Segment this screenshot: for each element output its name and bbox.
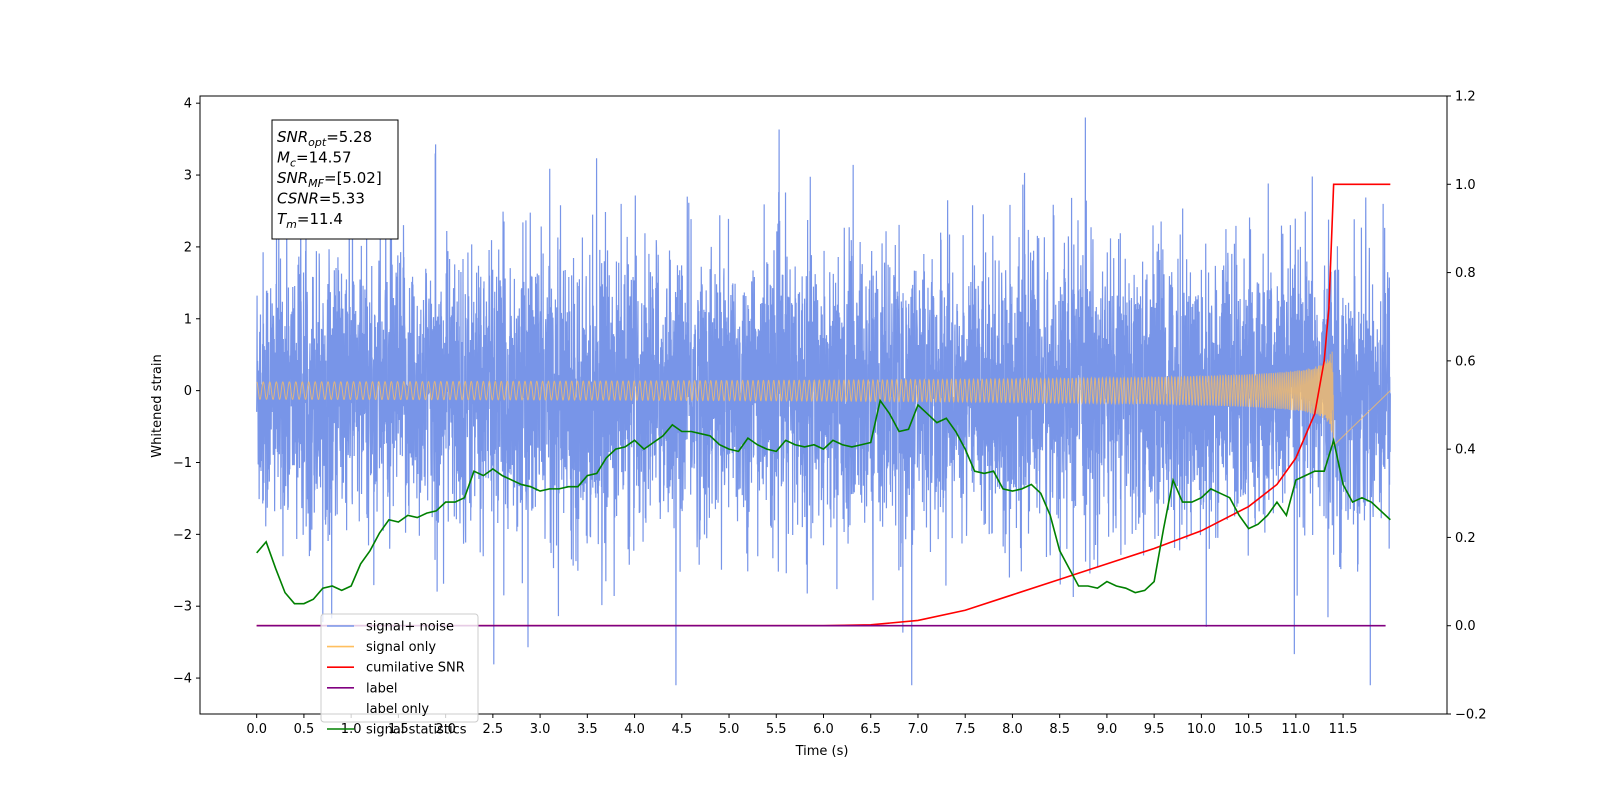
x-tick-label-22: 11.0	[1281, 722, 1310, 737]
x-tick-label-16: 8.0	[1002, 722, 1023, 737]
y-left-tick-label-1: 3	[184, 169, 192, 184]
info-box: SNRopt=5.28Mc=14.57SNRMF=[5.02]CSNR=5.33…	[271, 119, 399, 240]
x-tick-label-8: 4.0	[624, 722, 645, 737]
info-line-0: SNRopt=5.28	[277, 128, 372, 149]
x-tick-label-13: 6.5	[860, 722, 881, 737]
info-line-4: Tm=11.4	[277, 210, 343, 231]
y-right-tick-label-6: 0.0	[1455, 619, 1476, 634]
info-box-frame	[271, 119, 399, 240]
x-tick-label-21: 10.5	[1234, 722, 1263, 737]
y-right-tick-label-0: 1.2	[1455, 90, 1476, 105]
x-tick-label-19: 9.5	[1144, 722, 1165, 737]
x-tick-label-5: 2.5	[483, 722, 504, 737]
x-tick-label-12: 6.0	[813, 722, 834, 737]
legend-frame	[320, 613, 479, 723]
info-line-3: CSNR=5.33	[277, 190, 365, 208]
x-tick-label-20: 10.0	[1187, 722, 1216, 737]
x-tick-label-10: 5.0	[719, 722, 740, 737]
legend-label-1: signal only	[366, 640, 436, 655]
x-tick-label-3: 1.5	[388, 722, 409, 737]
legend-label-5: signal statistics	[366, 723, 467, 738]
y-right-tick-label-2: 0.8	[1455, 266, 1476, 281]
y-left-tick-label-7: −3	[173, 600, 192, 615]
y-left-tick-label-0: 4	[184, 97, 192, 112]
y-left-tick-label-4: 0	[184, 384, 192, 399]
y-right-tick-label-1: 1.0	[1455, 178, 1476, 193]
legend-label-3: label	[366, 681, 397, 696]
y-right-tick-label-3: 0.6	[1455, 354, 1476, 369]
series-signal-statistics	[256, 398, 1391, 605]
x-tick-label-9: 4.5	[671, 722, 692, 737]
x-axis-label: Time (s)	[795, 744, 849, 759]
x-tick-label-6: 3.0	[530, 722, 551, 737]
x-tick-label-14: 7.0	[908, 722, 929, 737]
y-right-tick-label-7: −0.2	[1455, 708, 1487, 723]
y-left-tick-label-6: −2	[173, 528, 192, 543]
legend: signal+ noise signal only cumilative SNR la…	[320, 613, 479, 738]
y-left-tick-label-3: 1	[184, 312, 192, 327]
y-left-axis-ticks: 4 3 2 1 0 −1 −2 −3 −4	[173, 97, 200, 687]
x-tick-label-4: 2.0	[435, 722, 456, 737]
x-tick-label-1: 0.5	[294, 722, 315, 737]
x-axis-ticks: 0.0 0.5 1.0 1.5 2.0 2.5 3.0 3.5 4.0 4.5 5.0 5.5 6.0 6…	[246, 714, 1358, 737]
x-tick-label-0: 0.0	[246, 722, 267, 737]
info-line-2: SNRMF=[5.02]	[277, 169, 382, 190]
x-tick-label-18: 9.0	[1097, 722, 1118, 737]
y-right-axis-ticks: 1.2 1.0 0.8 0.6 0.4 0.2 0.0 −0.2	[1447, 90, 1487, 723]
y-axis-label: Whitened strain	[150, 354, 165, 457]
legend-label-0: signal+ noise	[366, 620, 454, 635]
y-right-tick-label-4: 0.4	[1455, 443, 1476, 458]
y-left-tick-label-2: 2	[184, 240, 192, 255]
x-tick-label-23: 11.5	[1329, 722, 1358, 737]
x-tick-label-17: 8.5	[1049, 722, 1070, 737]
y-right-tick-label-5: 0.2	[1455, 531, 1476, 546]
y-left-tick-label-8: −4	[173, 672, 192, 687]
legend-label-4: label only	[366, 702, 429, 717]
x-tick-label-15: 7.5	[955, 722, 976, 737]
info-line-1: Mc=14.57	[277, 149, 352, 170]
legend-label-2: cumilative SNR	[366, 661, 465, 676]
series-cumilative-snr	[256, 183, 1391, 627]
series-signal-noise	[256, 117, 1391, 686]
series-signal-only	[256, 351, 1391, 446]
y-left-tick-label-5: −1	[173, 456, 192, 471]
x-tick-label-7: 3.5	[577, 722, 598, 737]
x-tick-label-11: 5.5	[766, 722, 787, 737]
